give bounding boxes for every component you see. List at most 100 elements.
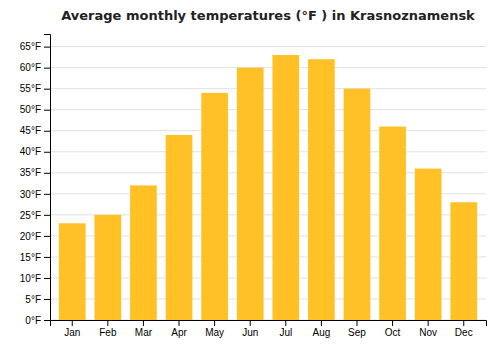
- y-tick: 5°F: [25, 294, 50, 305]
- bar: [450, 202, 477, 320]
- y-tick: 55°F: [20, 83, 50, 94]
- y-tick: 30°F: [20, 189, 50, 200]
- y-tick-label: 20°F: [20, 231, 41, 242]
- x-tick: Nov: [419, 320, 437, 338]
- x-tick-mark: [214, 320, 215, 326]
- grid-line: [50, 67, 486, 68]
- x-tick-label: Mar: [135, 327, 153, 338]
- grid-line: [50, 151, 486, 152]
- y-tick-mark: [44, 68, 50, 69]
- x-tick-label: Oct: [385, 327, 401, 338]
- y-tick-mark: [44, 152, 50, 153]
- bar: [272, 55, 299, 320]
- y-tick: 40°F: [20, 146, 50, 157]
- x-tick: Jan: [64, 320, 80, 338]
- grid-line: [50, 88, 486, 89]
- x-tick-mark: [321, 320, 322, 326]
- bar: [308, 59, 335, 320]
- grid-line: [50, 109, 486, 110]
- bar: [201, 93, 228, 320]
- y-tick: 10°F: [20, 273, 50, 284]
- plot-area: [59, 55, 477, 320]
- x-tick-mark: [179, 320, 180, 326]
- x-axis-line: [51, 321, 487, 327]
- x-tick: May: [205, 320, 224, 338]
- y-tick-label: 10°F: [20, 273, 41, 284]
- y-tick-mark: [44, 215, 50, 216]
- y-tick-label: 40°F: [20, 146, 41, 157]
- y-tick: 45°F: [20, 125, 50, 136]
- y-tick-mark: [44, 131, 50, 132]
- y-tick-label: 15°F: [20, 252, 41, 263]
- y-tick-label: 5°F: [25, 294, 41, 305]
- y-tick-mark: [44, 320, 50, 321]
- y-tick-label: 35°F: [20, 167, 41, 178]
- y-tick-mark: [44, 236, 50, 237]
- y-tick-label: 0°F: [25, 315, 41, 326]
- y-axis: 0°F 5°F 10°F 15°F 20°F 25°F 30°F 35°F 40°F 45°F 50…: [20, 35, 51, 326]
- grid: [50, 47, 486, 320]
- chart: Jan Feb Mar Apr May Jun Jul Aug Sep Oct Nov Dec 0°F 5…: [0, 0, 500, 350]
- x-tick-label: Aug: [312, 327, 330, 338]
- bar: [344, 89, 371, 320]
- y-tick: 15°F: [20, 252, 50, 263]
- y-tick-mark: [44, 194, 50, 195]
- x-tick-mark: [72, 320, 73, 326]
- y-tick-label: 30°F: [20, 189, 41, 200]
- x-axis: Jan Feb Mar Apr May Jun Jul Aug Sep Oct Nov Dec: [51, 320, 487, 338]
- y-tick-label: 55°F: [20, 83, 41, 94]
- y-tick-mark: [44, 299, 50, 300]
- x-tick: Jun: [242, 320, 258, 338]
- y-tick: 60°F: [20, 62, 50, 73]
- x-tick-label: Dec: [455, 327, 473, 338]
- x-tick: Sep: [348, 320, 366, 338]
- bar: [130, 185, 157, 320]
- x-tick-label: Jan: [64, 327, 80, 338]
- y-tick-mark: [44, 110, 50, 111]
- x-tick: Jul: [279, 320, 292, 338]
- y-tick-label: 60°F: [20, 62, 41, 73]
- x-tick: Mar: [135, 320, 153, 338]
- x-tick: Oct: [385, 320, 401, 338]
- x-tick-label: Sep: [348, 327, 366, 338]
- y-tick-mark: [44, 257, 50, 258]
- bar: [415, 169, 442, 320]
- y-tick: 20°F: [20, 231, 50, 242]
- y-axis-line: [44, 35, 51, 321]
- y-tick-label: 65°F: [20, 41, 41, 52]
- x-tick-mark: [463, 320, 464, 326]
- x-tick-mark: [250, 320, 251, 326]
- bar: [94, 215, 121, 320]
- x-tick-mark: [428, 320, 429, 326]
- y-tick: 0°F: [25, 315, 50, 326]
- x-tick: Apr: [171, 320, 187, 338]
- x-tick-mark: [356, 320, 357, 326]
- y-tick-mark: [44, 173, 50, 174]
- bar: [166, 135, 193, 320]
- y-tick-label: 45°F: [20, 125, 41, 136]
- x-tick-mark: [392, 320, 393, 326]
- x-tick: Feb: [99, 320, 117, 338]
- y-tick: 25°F: [20, 210, 50, 221]
- x-tick: Dec: [455, 320, 473, 338]
- bar: [59, 223, 86, 320]
- y-tick: 50°F: [20, 104, 50, 115]
- y-tick: 65°F: [20, 41, 50, 52]
- x-tick-mark: [143, 320, 144, 326]
- grid-line: [50, 130, 486, 131]
- grid-line: [50, 46, 486, 47]
- y-tick-mark: [44, 47, 50, 48]
- x-tick-label: Apr: [171, 327, 187, 338]
- x-tick-label: Jul: [279, 327, 292, 338]
- title: Average monthly temperatures (°F ) in Kr…: [61, 8, 475, 23]
- x-tick-label: Jun: [242, 327, 258, 338]
- bar: [379, 127, 406, 320]
- y-tick-label: 50°F: [20, 104, 41, 115]
- x-tick-mark: [285, 320, 286, 326]
- x-tick: Aug: [312, 320, 330, 338]
- x-tick-mark: [107, 320, 108, 326]
- y-tick-label: 25°F: [20, 210, 41, 221]
- x-tick-label: May: [205, 327, 224, 338]
- y-tick-mark: [44, 89, 50, 90]
- x-tick-label: Nov: [419, 327, 437, 338]
